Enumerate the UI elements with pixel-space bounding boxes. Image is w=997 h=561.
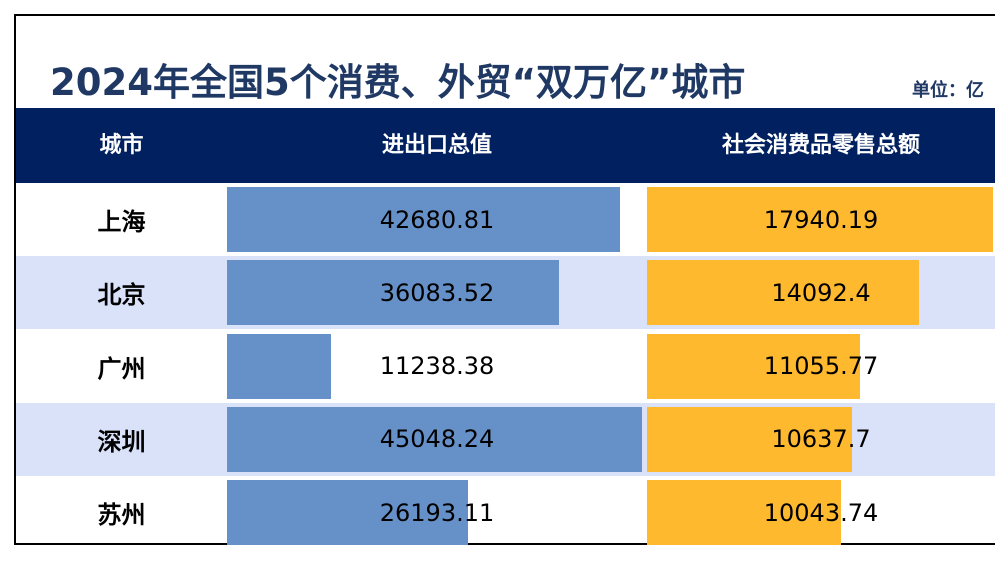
unit-label: 单位：亿 <box>912 80 984 101</box>
retail-value: 14092.4 <box>771 278 871 307</box>
table-row: 上海 42680.81 17940.19 <box>16 183 995 256</box>
city-name: 广州 <box>97 354 146 383</box>
table-row: 深圳 45048.24 10637.7 <box>16 402 995 476</box>
trade-value: 45048.24 <box>379 425 495 454</box>
city-name: 上海 <box>97 208 146 236</box>
trade-bar <box>227 260 560 326</box>
retail-bar <box>647 406 853 472</box>
trade-bar <box>227 406 642 472</box>
trade-value: 42680.81 <box>379 205 495 234</box>
trade-bar <box>227 187 621 252</box>
trade-cell: 26193.11 <box>227 476 647 549</box>
header-retail: 社会消费品零售总额 <box>721 133 920 158</box>
table-row: 北京 36083.52 14092.4 <box>16 256 995 330</box>
trade-value: 11238.38 <box>379 352 495 381</box>
retail-bar <box>647 333 861 399</box>
table-header: 城市 进出口总值 社会消费品零售总额 <box>16 108 995 183</box>
retail-value: 10043.74 <box>763 498 879 527</box>
retail-cell: 10637.7 <box>647 403 995 476</box>
retail-cell: 14092.4 <box>647 256 995 329</box>
trade-bar <box>227 333 331 399</box>
retail-bar <box>647 260 919 326</box>
header-city: 城市 <box>99 133 144 158</box>
trade-bar <box>227 480 469 546</box>
retail-cell: 10043.74 <box>647 476 995 549</box>
table-row: 广州 11238.38 11055.77 <box>16 330 995 403</box>
retail-value: 11055.77 <box>763 352 879 381</box>
retail-bar <box>647 187 993 252</box>
trade-cell: 36083.52 <box>227 256 647 329</box>
trade-cell: 45048.24 <box>227 403 647 476</box>
table-row: 苏州 26193.11 10043.74 <box>16 476 995 549</box>
trade-value: 26193.11 <box>379 498 495 527</box>
trade-value: 36083.52 <box>379 278 495 307</box>
city-name: 北京 <box>97 281 146 310</box>
retail-cell: 17940.19 <box>647 183 995 256</box>
retail-value: 17940.19 <box>763 205 879 234</box>
retail-value: 10637.7 <box>771 425 871 454</box>
trade-cell: 42680.81 <box>227 183 647 256</box>
city-name: 苏州 <box>97 501 146 530</box>
retail-cell: 11055.77 <box>647 330 995 403</box>
trade-cell: 11238.38 <box>227 330 647 403</box>
chart-title: 2024年全国5个消费、外贸“双万亿”城市 <box>50 61 746 104</box>
table-frame: 2024年全国5个消费、外贸“双万亿”城市 单位：亿 城市 进出口总值 社会消费… <box>14 14 995 546</box>
retail-bar <box>647 480 841 546</box>
city-name: 深圳 <box>97 427 146 456</box>
header-trade: 进出口总值 <box>381 133 492 158</box>
